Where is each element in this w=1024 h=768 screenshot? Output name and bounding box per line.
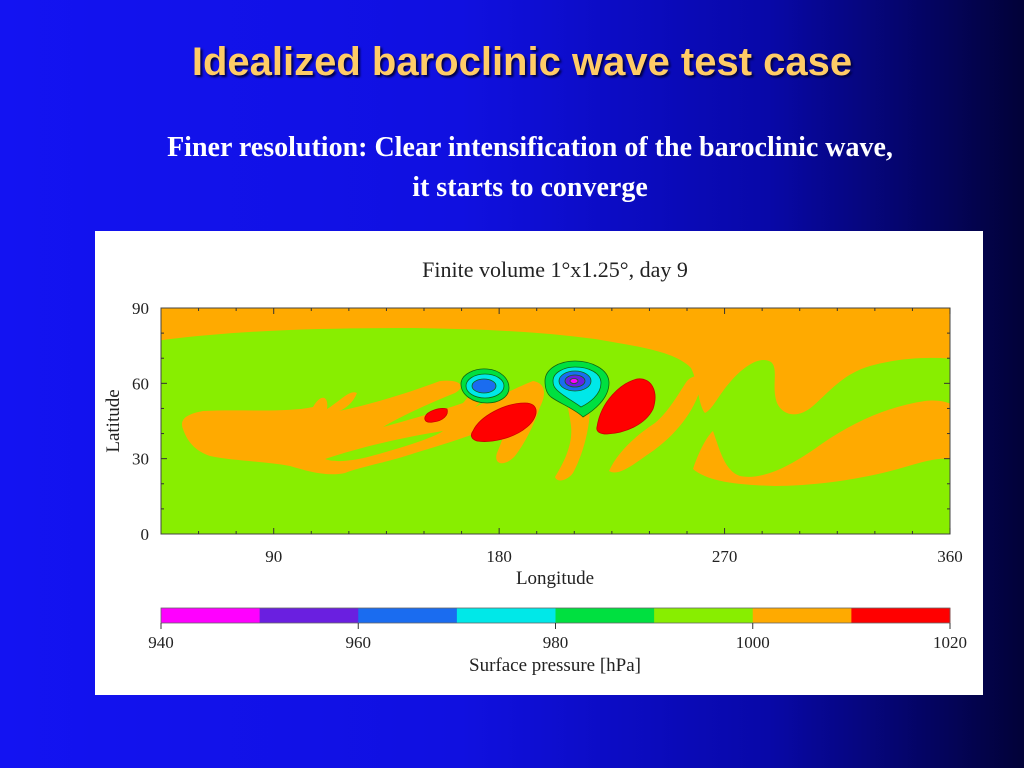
colorbar-swatch bbox=[358, 608, 458, 623]
colorbar-swatch bbox=[851, 608, 951, 623]
subtitle-line-2: it starts to converge bbox=[412, 172, 648, 203]
x-tick-label: 270 bbox=[712, 547, 738, 566]
low-east-core-magenta bbox=[569, 378, 579, 384]
y-tick-label: 0 bbox=[141, 525, 150, 544]
colorbar-tick-label: 1000 bbox=[736, 633, 770, 652]
colorbar-swatch bbox=[555, 608, 655, 623]
band-orange-crest-2 bbox=[609, 376, 702, 473]
band-orange-tongue bbox=[181, 380, 545, 475]
colorbar-tick-label: 960 bbox=[346, 633, 372, 652]
y-axis-label: Latitude bbox=[103, 389, 124, 452]
y-tick-label: 60 bbox=[132, 374, 149, 393]
low-west bbox=[460, 368, 510, 404]
colorbar-swatch bbox=[259, 608, 359, 623]
colorbar-swatch bbox=[456, 608, 556, 623]
contour-field bbox=[161, 308, 950, 534]
x-axis-label: Longitude bbox=[516, 568, 594, 589]
slide-subtitle: Finer resolution: Clear intensification … bbox=[60, 128, 1000, 208]
subtitle-line-1: Finer resolution: Clear intensification … bbox=[167, 132, 893, 163]
x-tick-label: 360 bbox=[937, 547, 963, 566]
pressure-map-svg: Finite volume 1°x1.25°, day 9 bbox=[103, 257, 967, 676]
low-west-core-blue bbox=[471, 378, 497, 394]
colorbar-tick-label: 940 bbox=[148, 633, 174, 652]
slide-title: Idealized baroclinic wave test case bbox=[191, 40, 853, 84]
high-red-east bbox=[596, 378, 656, 435]
colorbar-swatch bbox=[654, 608, 754, 623]
tick-labels: 90 180 270 360 0 30 60 90 bbox=[132, 299, 963, 566]
x-tick-label: 180 bbox=[486, 547, 512, 566]
y-tick-label: 90 bbox=[132, 299, 149, 318]
band-orange-crest-3 bbox=[693, 400, 950, 486]
colorbar-tick-label: 1020 bbox=[933, 633, 967, 652]
colorbar-swatch bbox=[161, 608, 261, 623]
band-orange-north bbox=[161, 308, 950, 415]
high-red-middle bbox=[470, 402, 537, 442]
colorbar: 940 960 980 1000 1020 bbox=[148, 607, 967, 652]
low-east bbox=[544, 360, 610, 418]
y-tick-label: 30 bbox=[132, 450, 149, 469]
x-tick-label: 90 bbox=[265, 547, 282, 566]
colorbar-swatch bbox=[752, 608, 852, 623]
green-inlet bbox=[325, 431, 443, 462]
chart-title: Finite volume 1°x1.25°, day 9 bbox=[422, 257, 688, 282]
colorbar-tick-label: 980 bbox=[543, 633, 569, 652]
high-red-small bbox=[424, 408, 448, 423]
band-orange-east bbox=[896, 403, 950, 456]
plot-frame bbox=[160, 307, 951, 535]
axis-ticks bbox=[161, 308, 951, 534]
pressure-figure: Finite volume 1°x1.25°, day 9 bbox=[95, 231, 983, 695]
colorbar-label: Surface pressure [hPa] bbox=[469, 655, 641, 676]
